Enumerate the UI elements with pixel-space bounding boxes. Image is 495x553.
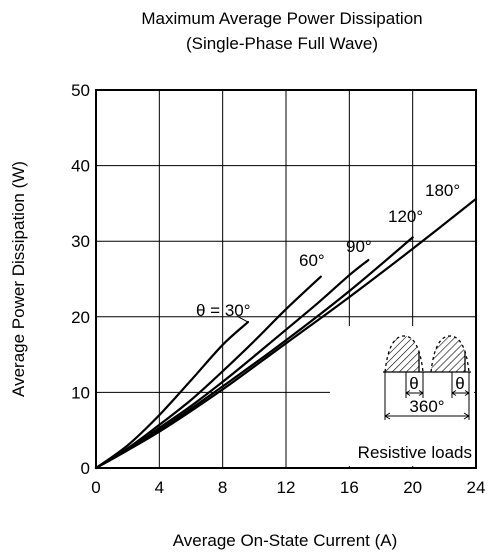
y-tick-label: 30 — [71, 232, 90, 251]
half-wave-outline-1 — [384, 335, 424, 373]
curves — [94, 197, 478, 470]
series-line-4 — [94, 197, 478, 470]
grid — [96, 90, 476, 468]
y-tick-label: 50 — [71, 81, 90, 100]
firing-edges — [418, 352, 466, 372]
x-axis-title: Average On-State Current (A) — [173, 531, 398, 550]
hatched-conduction-2 — [431, 336, 465, 372]
series-label-30: θ = 30° — [196, 301, 251, 320]
chart-subtitle: (Single-Phase Full Wave) — [186, 34, 378, 53]
series-label-180: 180° — [425, 181, 460, 200]
half-wave-outline-2 — [430, 335, 470, 373]
hatched-conduction-1 — [385, 336, 419, 372]
theta-arrow-left — [405, 390, 424, 396]
chart-title: Maximum Average Power Dissipation — [141, 9, 422, 28]
series-label-120: 120° — [388, 207, 423, 226]
x-tick-label: 20 — [403, 478, 422, 497]
inset-note: Resistive loads — [358, 443, 472, 462]
x-tick-label: 8 — [218, 478, 227, 497]
y-tick-label: 40 — [71, 157, 90, 176]
plot-frame — [95, 89, 477, 469]
y-axis-title: Average Power Dissipation (W) — [9, 161, 28, 397]
theta-label-right: θ — [455, 374, 464, 393]
label-leader-30 — [236, 315, 249, 323]
x-tick-label: 4 — [155, 478, 164, 497]
series-line-0 — [94, 321, 250, 470]
y-tick-label: 20 — [71, 308, 90, 327]
y-tick-label: 10 — [71, 383, 90, 402]
theta-arrow-right — [451, 390, 470, 396]
series-label-90: 90° — [346, 237, 372, 256]
series-line-1 — [94, 275, 322, 470]
waveform-inset: θ θ 360° Resistive loads — [330, 326, 474, 466]
series-label-60: 60° — [299, 251, 325, 270]
series-line-3 — [94, 236, 414, 470]
x-tick-label: 24 — [467, 478, 486, 497]
x-tick-label: 16 — [340, 478, 359, 497]
y-tick-label: 0 — [81, 459, 90, 478]
theta-label-left: θ — [409, 374, 418, 393]
x-tick-label: 0 — [91, 478, 100, 497]
period-arrow — [384, 412, 470, 420]
x-tick-label: 12 — [277, 478, 296, 497]
period-label: 360° — [409, 397, 444, 416]
ticks: 0 4 8 12 16 20 24 0 10 20 30 40 50 — [71, 81, 485, 497]
